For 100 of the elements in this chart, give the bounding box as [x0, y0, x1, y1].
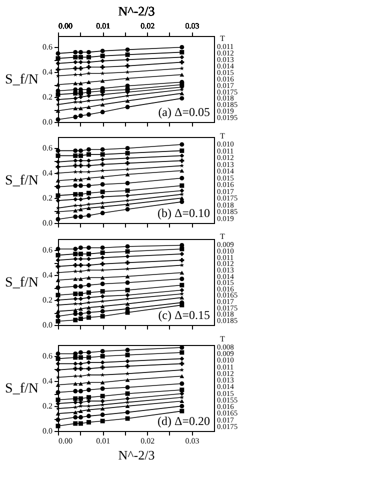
- point: [180, 188, 184, 193]
- point: [78, 296, 83, 302]
- point: [125, 167, 130, 172]
- point: [125, 188, 130, 193]
- point: [180, 44, 184, 50]
- point: [73, 54, 78, 60]
- point: [86, 90, 91, 94]
- point: [125, 254, 130, 259]
- point: [86, 170, 91, 174]
- point: [125, 64, 130, 68]
- point: [180, 176, 184, 180]
- point: [78, 203, 83, 208]
- point: [78, 66, 83, 71]
- point: [180, 142, 184, 147]
- point: [86, 183, 91, 188]
- point: [73, 72, 78, 76]
- point: [100, 276, 105, 280]
- point: [78, 81, 83, 86]
- point: [180, 296, 184, 300]
- point: [78, 245, 83, 250]
- point: [100, 245, 105, 250]
- point: [125, 266, 130, 271]
- point: [86, 94, 91, 98]
- point: [86, 256, 91, 262]
- point: [56, 102, 60, 106]
- y-tick-label: 0.0: [42, 118, 52, 126]
- point: [86, 315, 91, 320]
- point: [100, 48, 105, 54]
- point: [86, 245, 91, 250]
- point: [100, 102, 105, 106]
- point: [100, 289, 105, 294]
- point: [86, 206, 91, 210]
- point: [100, 250, 105, 255]
- point: [125, 57, 130, 62]
- point: [78, 252, 83, 256]
- y-tick-label: 0.2: [42, 296, 52, 305]
- point: [78, 256, 83, 262]
- point: [180, 288, 184, 292]
- point: [125, 47, 130, 52]
- point: [125, 280, 130, 285]
- point: [86, 196, 91, 200]
- point: [73, 183, 78, 188]
- y-tick-label: 0.6: [42, 144, 52, 153]
- point: [73, 318, 78, 322]
- point: [73, 292, 78, 296]
- point: [73, 66, 78, 71]
- point: [180, 72, 184, 77]
- point: [100, 182, 105, 187]
- point: [100, 78, 105, 83]
- point: [180, 54, 184, 60]
- point: [73, 269, 78, 274]
- point: [100, 58, 105, 64]
- point: [73, 91, 78, 96]
- point: [73, 312, 78, 316]
- point: [180, 158, 184, 163]
- annotation: (d) Δ=0.20: [158, 414, 210, 428]
- point: [86, 158, 91, 163]
- point: [78, 312, 83, 316]
- point: [73, 214, 78, 219]
- y-tick-label: 0.4: [42, 68, 52, 77]
- point: [180, 292, 184, 296]
- point: [180, 148, 184, 153]
- point: [180, 96, 184, 101]
- point: [100, 262, 105, 266]
- point: [125, 76, 130, 80]
- point: [100, 157, 105, 162]
- annotation: (b) Δ=0.10: [158, 206, 210, 220]
- point: [78, 158, 83, 163]
- point: [56, 252, 60, 258]
- legend-title: T: [220, 232, 225, 242]
- point: [56, 278, 60, 282]
- point: [125, 104, 130, 110]
- point: [86, 290, 91, 295]
- point: [100, 210, 105, 216]
- point: [73, 203, 78, 208]
- point: [73, 302, 78, 306]
- y-tick-label: 0.6: [42, 246, 52, 255]
- annotation: (a) Δ=0.05: [158, 105, 210, 119]
- y-tick-label: 0.0: [42, 426, 52, 436]
- point: [100, 255, 105, 260]
- point: [78, 316, 83, 322]
- point: [125, 292, 130, 298]
- x-tick-label: 0.01: [96, 436, 110, 446]
- point: [125, 172, 130, 176]
- y-tick-label: 0.4: [42, 376, 52, 386]
- point: [78, 292, 83, 296]
- point: [125, 260, 130, 265]
- x2-axis-title: N^-2/3: [118, 4, 155, 18]
- point: [86, 152, 91, 157]
- point: [73, 60, 78, 64]
- point: [78, 153, 83, 158]
- point: [86, 276, 91, 280]
- point: [86, 176, 91, 180]
- point: [180, 276, 184, 282]
- point: [180, 66, 184, 70]
- point: [78, 192, 83, 197]
- point: [86, 60, 91, 64]
- point: [86, 112, 91, 117]
- point: [73, 256, 78, 262]
- point: [56, 319, 60, 324]
